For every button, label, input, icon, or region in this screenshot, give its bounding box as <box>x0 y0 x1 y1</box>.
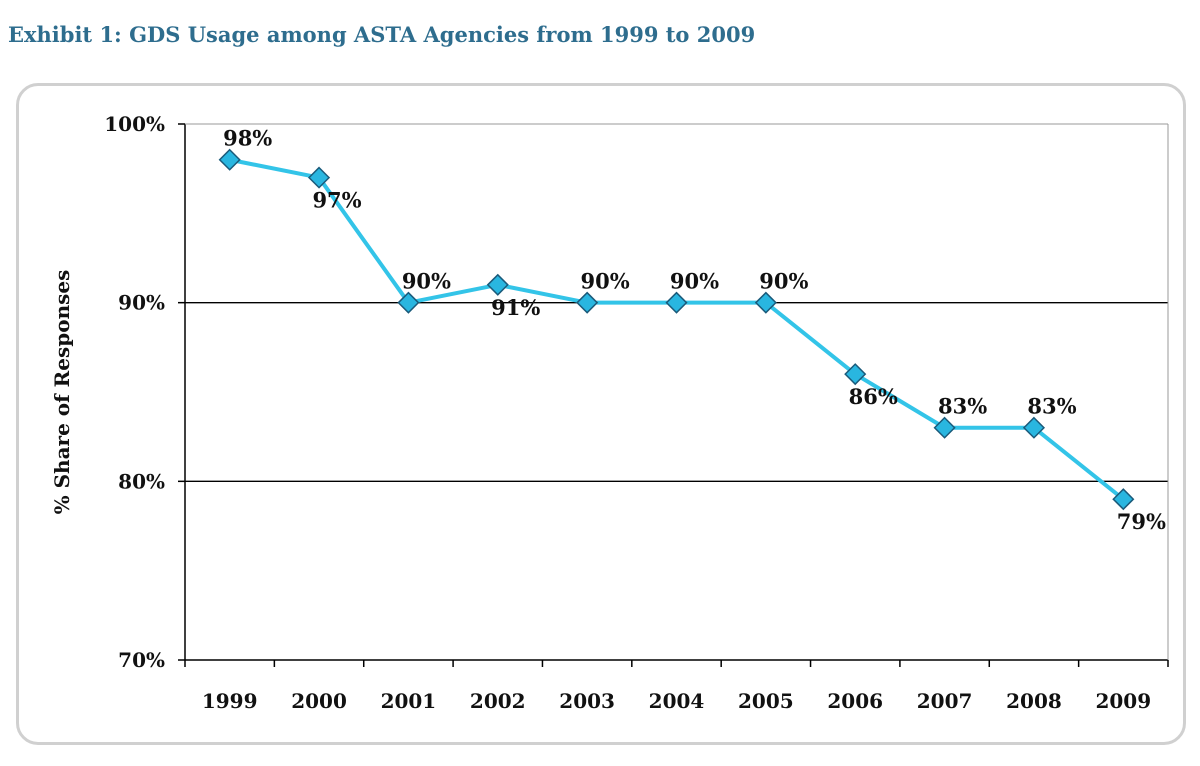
data-point-2002 <box>486 273 509 296</box>
x-tick-label: 2009 <box>1095 689 1151 713</box>
data-point-2006 <box>844 363 867 386</box>
data-point-2005 <box>754 291 777 314</box>
data-label-1999: 98% <box>223 126 272 151</box>
x-tick-label: 2003 <box>559 689 615 713</box>
exhibit-title: Exhibit 1: GDS Usage among ASTA Agencies… <box>8 22 756 47</box>
data-label-2004: 90% <box>670 269 719 294</box>
data-label-2003: 90% <box>581 269 630 294</box>
data-point-2004 <box>665 291 688 314</box>
gridlines <box>185 302 1168 482</box>
x-tick-label: 2007 <box>917 689 973 713</box>
data-point-2000 <box>307 166 331 189</box>
data-point-2007 <box>933 416 956 439</box>
data-label-2009: 79% <box>1117 509 1166 534</box>
x-tick-label: 2000 <box>291 689 347 713</box>
x-tick-label: 2005 <box>738 689 794 713</box>
y-axis-ticks: 70% 80% 90% 100% <box>104 112 185 672</box>
chart-frame <box>16 83 1186 745</box>
y-axis-label: % Share of Responses <box>50 270 74 515</box>
data-label-2005: 90% <box>759 269 808 294</box>
x-tick-label: 2001 <box>381 689 437 713</box>
data-label-2002: 91% <box>491 295 540 320</box>
series-line <box>229 157 1125 501</box>
data-label-2001: 90% <box>402 269 451 294</box>
data-labels: 98% 97% 90% 91% 90% 90% 90% 86% 83% 83% 79% <box>223 126 1166 534</box>
x-tick-label: 2002 <box>470 689 526 713</box>
y-tick-label: 100% <box>104 112 165 136</box>
axes <box>184 123 1169 661</box>
data-markers <box>218 148 1135 511</box>
data-label-2000: 97% <box>312 188 361 213</box>
x-tick-label: 2008 <box>1006 689 1062 713</box>
x-tick-label: 1999 <box>202 689 258 713</box>
series-line-path <box>229 157 1125 501</box>
x-tick-label: 2004 <box>649 689 705 713</box>
data-label-2008: 83% <box>1027 394 1076 419</box>
y-tick-label: 90% <box>118 291 165 315</box>
x-axis-ticks: 1999 2000 2001 2002 2003 2004 2005 2006 2007 2008… <box>184 660 1169 713</box>
data-point-2003 <box>576 291 599 314</box>
data-point-2009 <box>1112 488 1135 511</box>
data-label-2007: 83% <box>938 394 987 419</box>
data-point-2001 <box>397 291 420 314</box>
y-tick-label: 70% <box>118 648 165 672</box>
y-tick-label: 80% <box>118 469 165 493</box>
data-point-2008 <box>1022 416 1046 439</box>
data-point-1999 <box>218 148 241 171</box>
data-label-2006: 86% <box>849 384 898 409</box>
x-tick-label: 2006 <box>827 689 883 713</box>
